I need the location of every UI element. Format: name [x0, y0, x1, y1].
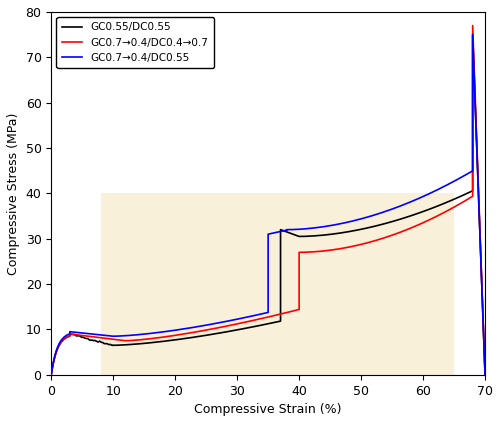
GC0.7→0.4/DC0.4→0.7 [48, 372, 54, 377]
GC0.55/DC0.55 [238, 327, 244, 332]
Legend: GC0.55/DC0.55, GC0.7→0.4/DC0.4→0.7, GC0.7→0.4/DC0.55: GC0.55/DC0.55, GC0.7→0.4/DC0.4→0.7, GC0.… [56, 17, 214, 68]
GC0.7→0.4/DC0.55 [438, 185, 444, 190]
GC0.55/DC0.55 [67, 331, 73, 336]
GC0.7→0.4/DC0.4→0.7 [470, 23, 476, 28]
GC0.55/DC0.55 [48, 372, 54, 377]
GC0.7→0.4/DC0.4→0.7 [176, 332, 182, 338]
Line: GC0.7→0.4/DC0.55: GC0.7→0.4/DC0.55 [51, 35, 485, 375]
GC0.55/DC0.55 [482, 372, 488, 377]
GC0.7→0.4/DC0.55 [475, 183, 481, 188]
GC0.7→0.4/DC0.55 [51, 356, 57, 361]
GC0.55/DC0.55 [212, 331, 218, 336]
GC0.7→0.4/DC0.4→0.7 [51, 357, 57, 362]
Y-axis label: Compressive Stress (MPa): Compressive Stress (MPa) [7, 112, 20, 275]
GC0.7→0.4/DC0.55 [48, 372, 54, 377]
Line: GC0.7→0.4/DC0.4→0.7: GC0.7→0.4/DC0.4→0.7 [51, 25, 485, 375]
GC0.7→0.4/DC0.55 [68, 330, 74, 335]
X-axis label: Compressive Strain (%): Compressive Strain (%) [194, 403, 342, 416]
GC0.7→0.4/DC0.55 [470, 32, 476, 37]
GC0.7→0.4/DC0.55 [167, 328, 173, 333]
GC0.7→0.4/DC0.55 [92, 332, 98, 337]
GC0.7→0.4/DC0.4→0.7 [440, 210, 446, 215]
GC0.55/DC0.55 [102, 341, 108, 346]
GC0.7→0.4/DC0.4→0.7 [482, 372, 488, 377]
GC0.55/DC0.55 [130, 342, 136, 347]
GC0.55/DC0.55 [470, 32, 476, 37]
GC0.7→0.4/DC0.4→0.7 [475, 178, 481, 183]
GC0.7→0.4/DC0.55 [482, 372, 488, 377]
FancyBboxPatch shape [101, 193, 454, 375]
GC0.55/DC0.55 [122, 342, 128, 347]
Line: GC0.55/DC0.55: GC0.55/DC0.55 [51, 35, 485, 375]
GC0.7→0.4/DC0.4→0.7 [68, 332, 74, 337]
Text: (a): (a) [64, 23, 86, 37]
GC0.7→0.4/DC0.4→0.7 [100, 335, 105, 341]
